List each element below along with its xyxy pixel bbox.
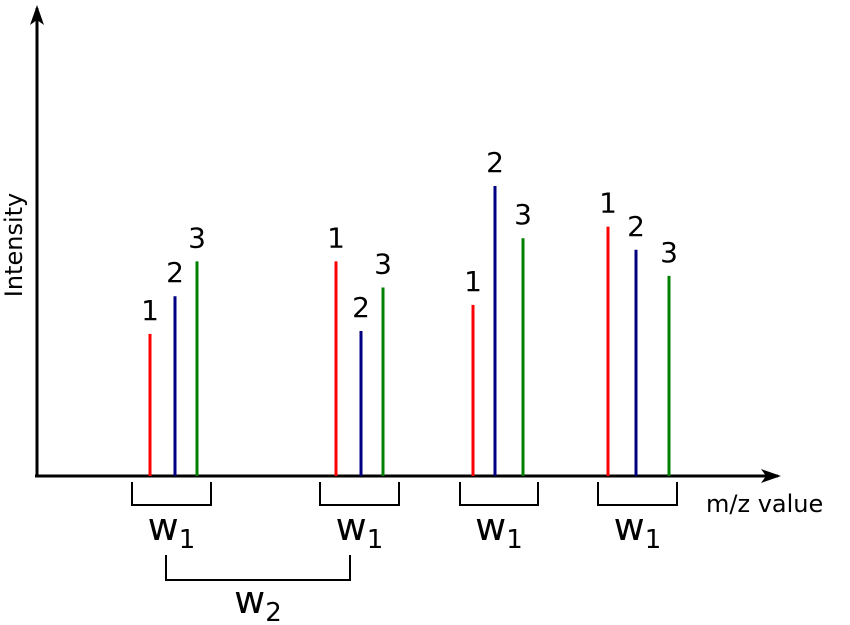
peak-label-3: 3: [514, 198, 532, 231]
window-label-sub: 1: [645, 525, 662, 555]
peak-label-3: 3: [374, 248, 392, 281]
peak-group: 123: [141, 221, 206, 476]
window-label-main: w: [148, 505, 179, 549]
distance-label-sub: 2: [265, 598, 282, 625]
peak-label-1: 1: [327, 221, 345, 254]
window-label: w1: [148, 505, 196, 555]
window-label-sub: 1: [179, 525, 196, 555]
window-label-main: w: [614, 505, 645, 549]
window-label-sub: 1: [367, 525, 384, 555]
peak-label-2: 2: [627, 210, 645, 243]
peak-group: 1 23: [464, 146, 532, 476]
window-label-main: w: [336, 505, 367, 549]
peak-label-1: 1: [599, 187, 617, 220]
window-brackets: w1 w1 w1 w1: [131, 482, 678, 555]
peak-group: 123: [599, 187, 678, 476]
window-label: w1: [614, 505, 662, 555]
window-bracket: [597, 482, 678, 506]
window-bracket: [319, 482, 400, 506]
window-label: w1: [336, 505, 384, 555]
distance-label-main: w: [234, 578, 265, 622]
distance-label: w2: [234, 578, 282, 625]
peak-label-2: 2: [166, 256, 184, 289]
window-label-sub: 1: [506, 525, 523, 555]
distance-bracket-line: [165, 555, 351, 581]
peak-label-3: 3: [660, 236, 678, 269]
window-bracket: [131, 482, 212, 506]
peak-label-1: 1: [141, 294, 159, 327]
window-bracket: [459, 482, 539, 506]
distance-bracket: w2: [165, 555, 351, 625]
peak-group: 1 23: [327, 221, 392, 476]
peak-label-2: 2: [486, 146, 504, 179]
peak-label-1: 1: [464, 265, 482, 298]
peak-label-2: 2: [352, 291, 370, 324]
window-label: w1: [475, 505, 523, 555]
window-label-main: w: [475, 505, 506, 549]
peak-label-3: 3: [188, 221, 206, 254]
x-axis-label: m/z value: [706, 490, 823, 518]
y-axis-label: Intensity: [0, 193, 28, 297]
